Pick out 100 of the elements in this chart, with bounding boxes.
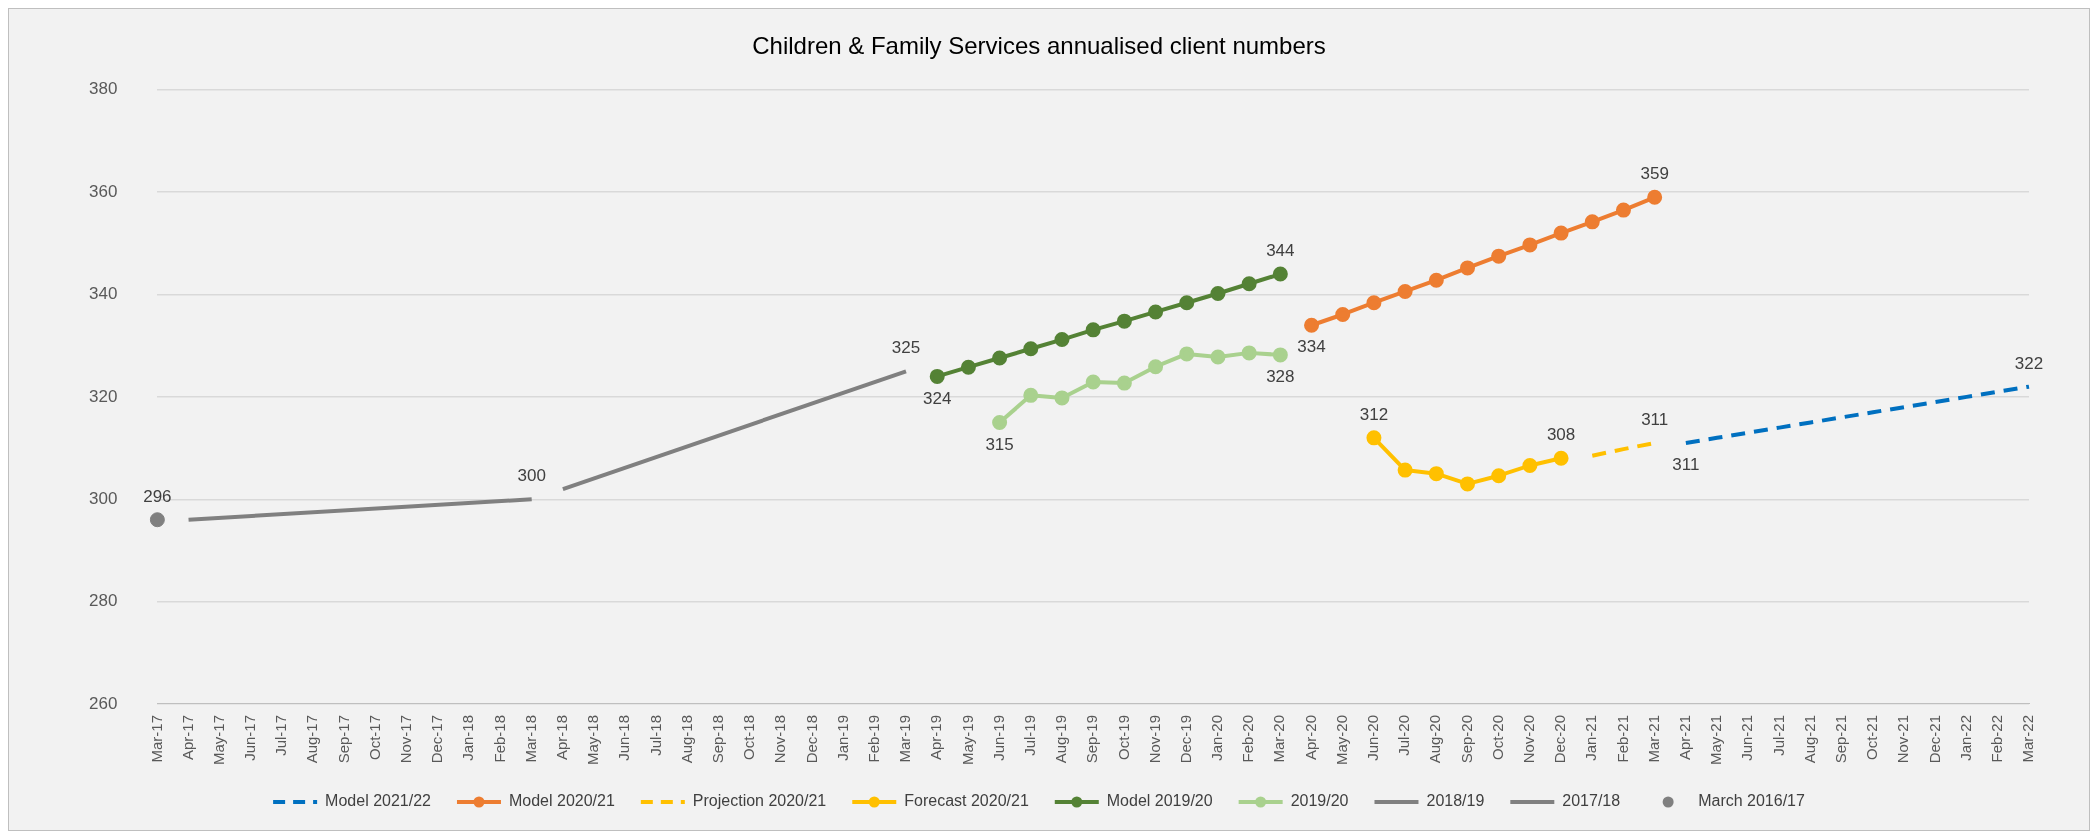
x-tick-label: Aug-17 (303, 714, 321, 764)
point (1148, 304, 1164, 320)
x-tick-label: Sep-18 (709, 714, 726, 764)
x-tick-label: Aug-20 (1426, 714, 1444, 764)
point (1179, 346, 1195, 362)
x-tick-label: Dec-19 (1176, 714, 1194, 764)
x-tick-label: Aug-21 (1800, 714, 1818, 764)
x-tick-label: Jul-18 (646, 714, 664, 756)
point (1460, 476, 1476, 492)
data-label: 308 (1546, 425, 1576, 445)
x-tick-label: Oct-19 (1114, 714, 1132, 760)
x-tick-label: May-17 (209, 714, 227, 766)
x-tick-label: Sep-19 (1083, 714, 1101, 764)
x-tick-label: Mar-21 (1644, 714, 1662, 763)
x-tick-label: Feb-18 (490, 714, 508, 763)
point (1304, 317, 1320, 333)
point (960, 359, 976, 375)
x-tick-label: Apr-20 (1301, 714, 1319, 761)
point (1647, 189, 1663, 205)
point (1366, 430, 1382, 446)
x-tick-label: Oct-21 (1863, 714, 1881, 760)
data-label: 311 (1641, 410, 1669, 430)
x-tick-label: Mar-19 (896, 714, 914, 763)
legend-label: Model 2021/22 (325, 792, 432, 810)
y-tick-label: 300 (88, 488, 118, 508)
point (1460, 260, 1476, 276)
point (1272, 347, 1288, 363)
x-tick-label: Jun-21 (1738, 714, 1756, 761)
point (929, 368, 945, 384)
data-label: 311 (1672, 455, 1700, 475)
x-tick-label: Sep-21 (1831, 714, 1849, 764)
point (1023, 341, 1039, 357)
x-tick-label: Feb-22 (1987, 714, 2005, 763)
point (1241, 276, 1257, 292)
data-label: 334 (1297, 337, 1326, 357)
point (149, 512, 165, 528)
point (1553, 450, 1569, 466)
x-tick-label: Aug-19 (1052, 714, 1070, 764)
point (1272, 266, 1288, 282)
point (1584, 214, 1600, 230)
y-tick-label: 320 (88, 386, 118, 406)
x-tick-label: Dec-20 (1551, 714, 1569, 764)
x-tick-label: Oct-17 (365, 714, 383, 760)
x-tick-label: Mar-22 (2019, 714, 2037, 763)
point (1179, 295, 1195, 311)
data-label: 315 (985, 434, 1014, 454)
x-tick-label: Nov-20 (1520, 714, 1538, 764)
x-tick-label: May-18 (584, 714, 602, 766)
point (1491, 248, 1507, 264)
x-tick-label: Jul-19 (1020, 714, 1038, 756)
point (1615, 202, 1631, 218)
point (1210, 286, 1226, 301)
x-tick-label: Sep-20 (1457, 714, 1475, 764)
x-tick-label: Dec-21 (1925, 714, 1943, 764)
point (1116, 313, 1132, 329)
x-tick-label: Jun-19 (989, 714, 1007, 761)
chart-title: Children & Family Services annualised client numbers (752, 32, 1326, 60)
x-tick-label: Dec-18 (802, 714, 820, 764)
x-tick-label: Apr-21 (1676, 714, 1694, 761)
point (1522, 457, 1538, 473)
legend-label: Projection 2020/21 (692, 792, 827, 810)
data-label: 359 (1640, 164, 1669, 184)
x-tick-label: Apr-18 (553, 714, 571, 761)
point (1335, 306, 1351, 322)
legend-label: Model 2019/20 (1106, 792, 1213, 810)
x-tick-label: Nov-21 (1894, 714, 1912, 764)
x-tick-label: Oct-20 (1488, 714, 1506, 760)
point (992, 350, 1008, 366)
point (1428, 272, 1444, 288)
x-tick-label: Mar-18 (521, 714, 539, 763)
point (1491, 468, 1507, 484)
data-label: 296 (143, 486, 172, 506)
point (992, 414, 1008, 430)
point (1366, 295, 1382, 311)
x-tick-label: May-21 (1707, 714, 1725, 766)
legend-label: Forecast 2020/21 (904, 792, 1029, 810)
x-tick-label: Oct-18 (740, 714, 758, 760)
y-tick-label: 260 (88, 693, 118, 713)
data-label: 322 (2014, 353, 2044, 373)
point (1148, 359, 1164, 375)
point (1054, 332, 1070, 348)
point (1023, 387, 1039, 403)
point (1397, 283, 1413, 299)
legend-label: 2018/19 (1426, 792, 1485, 810)
x-tick-label: Feb-19 (864, 714, 882, 763)
point (1085, 374, 1101, 390)
x-tick-label: Jan-21 (1582, 714, 1600, 761)
data-label: 328 (1266, 367, 1295, 387)
data-label: 325 (891, 338, 921, 358)
y-tick-label: 380 (88, 79, 118, 99)
x-tick-label: Apr-19 (927, 714, 945, 761)
x-tick-label: Jul-21 (1769, 714, 1787, 756)
x-tick-label: May-19 (958, 714, 976, 766)
line-series (1683, 384, 2031, 445)
x-tick-label: Sep-17 (334, 714, 352, 764)
legend-label: Model 2020/21 (508, 792, 615, 810)
x-tick-label: Jun-20 (1364, 714, 1382, 761)
x-tick-label: Jan-20 (1208, 714, 1226, 761)
x-tick-label: Jan-22 (1956, 714, 1974, 761)
y-tick-label: 280 (88, 591, 118, 611)
